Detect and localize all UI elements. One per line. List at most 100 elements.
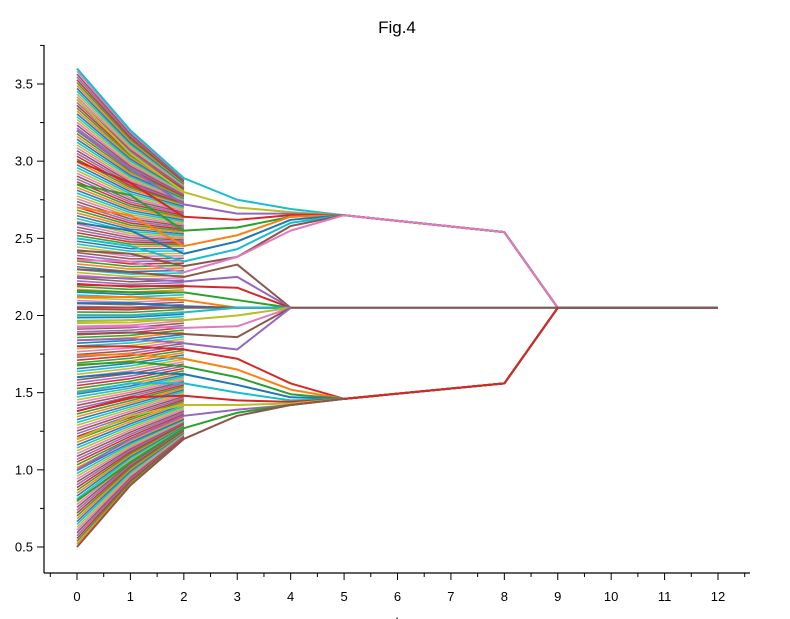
fan-trajectory	[76, 243, 184, 253]
fan-trajectory	[76, 178, 185, 215]
chart-title: Fig.4	[378, 18, 416, 37]
fan-trajectory	[76, 329, 184, 339]
series-line	[76, 306, 291, 329]
fan-trajectory	[76, 418, 185, 472]
series-line	[76, 214, 718, 309]
fan-trajectory	[76, 240, 184, 250]
fan-trajectory	[76, 251, 184, 260]
x-axis-label: .	[395, 607, 399, 619]
fan-trajectory	[76, 375, 185, 398]
fan-trajectory	[76, 121, 185, 195]
fan-trajectory	[76, 421, 185, 483]
fan-trajectory	[76, 84, 185, 184]
fan-trajectory	[76, 93, 185, 187]
fan-trajectory	[76, 408, 185, 455]
fan-trajectory	[76, 356, 184, 373]
x-tick-label: 6	[394, 589, 401, 604]
y-tick-label: 2.5	[15, 231, 33, 246]
fan-trajectory	[76, 206, 184, 231]
y-tick-label: 0.5	[15, 540, 33, 555]
fan-trajectory	[76, 377, 185, 401]
series-line	[76, 275, 292, 309]
fan-trajectory	[76, 124, 185, 195]
fan-trajectory	[76, 76, 185, 182]
fan-trajectory	[76, 320, 184, 327]
y-tick-label: 1.5	[15, 385, 33, 400]
fan-trajectory	[76, 385, 185, 415]
fan-trajectory	[76, 101, 185, 189]
fan-trajectory	[76, 161, 185, 206]
fan-trajectory	[76, 422, 185, 486]
fan-trajectory	[76, 349, 184, 364]
fan-trajectory	[76, 73, 185, 181]
x-tick-label: 4	[287, 589, 294, 604]
fan-trajectory	[76, 425, 185, 497]
fan-trajectory	[76, 79, 185, 182]
fan-trajectory	[76, 138, 185, 199]
fan-trajectory	[76, 387, 185, 418]
fan-trajectory	[76, 198, 184, 226]
fan-trajectory	[76, 215, 184, 235]
fan-trajectory	[76, 412, 185, 460]
fan-trajectory	[76, 374, 184, 395]
x-tick-label: 3	[234, 589, 241, 604]
fan-trajectory	[76, 189, 184, 221]
fan-trajectory	[76, 285, 184, 291]
fan-trajectory	[76, 428, 185, 511]
fan-trajectory	[76, 424, 185, 494]
y-axis-ticks: 0.5 1.0 1.5 2.0 2.5 3.0 3.5	[15, 44, 44, 555]
fan-trajectory	[76, 200, 184, 228]
fan-trajectory	[76, 336, 184, 347]
fan-trajectory	[76, 280, 184, 286]
x-tick-label: 12	[711, 589, 725, 604]
fan-trajectory	[76, 155, 185, 204]
fan-trajectory	[76, 413, 185, 463]
fan-trajectory	[76, 367, 184, 387]
fan-trajectory	[76, 358, 184, 376]
fan-trajectory	[76, 133, 185, 198]
series-line	[76, 306, 292, 339]
x-tick-label: 7	[447, 589, 454, 604]
fan-trajectory	[76, 226, 184, 241]
fan-trajectory	[76, 322, 184, 330]
fan-trajectory	[76, 229, 184, 243]
fan-trajectory	[76, 430, 185, 520]
fan-trajectory	[76, 118, 185, 194]
fan-trajectory	[76, 434, 185, 534]
fan-trajectory	[76, 419, 185, 475]
fan-trajectory	[76, 380, 185, 407]
fan-trajectory	[76, 407, 185, 452]
x-tick-label: 2	[180, 589, 187, 604]
fan-trajectory	[76, 419, 185, 477]
fan-trajectory	[76, 423, 185, 492]
series-line	[76, 289, 291, 309]
fan-trajectory	[76, 175, 185, 214]
fan-trajectory	[76, 96, 185, 187]
fan-trajectory	[76, 392, 185, 427]
fan-trajectory	[76, 172, 185, 212]
fan-trajectory	[76, 429, 185, 514]
fan-trajectory	[76, 389, 185, 421]
x-tick-label: 9	[554, 589, 561, 604]
series-line	[76, 263, 292, 309]
fan-trajectory	[76, 313, 184, 319]
fan-trajectory	[76, 82, 185, 183]
series-line	[76, 306, 292, 351]
fan-trajectory	[76, 420, 185, 480]
fan-trajectory	[76, 152, 185, 203]
fan-trajectory	[76, 433, 185, 531]
fan-trajectory	[76, 87, 185, 185]
fan-trajectory	[76, 432, 185, 525]
series-line	[343, 307, 559, 400]
fan-trajectory	[76, 166, 185, 209]
x-tick-label: 8	[501, 589, 508, 604]
fan-trajectory	[76, 209, 184, 232]
y-tick-label: 2.0	[15, 308, 33, 323]
y-tick-label: 1.0	[15, 462, 33, 477]
x-tick-label: 11	[658, 589, 672, 604]
fan-trajectory	[76, 164, 185, 208]
fan-trajectory	[76, 431, 185, 523]
fan-trajectory	[76, 393, 185, 429]
